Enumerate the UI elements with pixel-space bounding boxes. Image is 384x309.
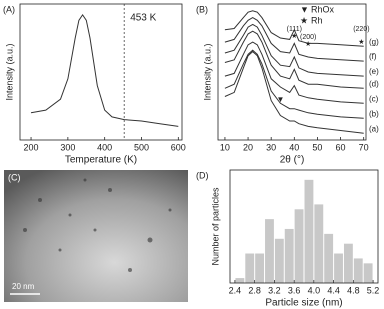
series-label: (e) <box>369 67 379 76</box>
histogram-bar <box>334 253 343 283</box>
x-tick-label: 5.2 <box>367 285 380 295</box>
x-tick-label: 30 <box>266 142 276 152</box>
histogram-bar <box>304 179 314 283</box>
reference-label: 453 K <box>130 13 156 24</box>
histogram-bar <box>314 204 324 283</box>
series-label: (c) <box>369 94 379 103</box>
y-axis-label: Intensity (a.u.) <box>202 43 212 100</box>
x-tick-label: 70 <box>359 142 369 152</box>
series-label: (a) <box>369 124 379 133</box>
x-tick-label: 4.0 <box>308 285 321 295</box>
x-axis-label: 2θ (°) <box>280 155 305 166</box>
x-tick-label: 60 <box>336 142 346 152</box>
peak-marker: ★ <box>358 38 364 46</box>
x-tick-label: 2.8 <box>248 285 261 295</box>
panel-label: (B) <box>196 4 208 14</box>
y-axis-label: Number of particles <box>210 187 220 266</box>
peak-marker: ★ <box>305 40 311 48</box>
panel-label: (C) <box>8 172 21 182</box>
panel-label: (A) <box>3 4 15 14</box>
x-tick-label: 3.2 <box>268 285 281 295</box>
x-tick-label: 4.4 <box>327 285 340 295</box>
series-label: (g) <box>369 37 379 46</box>
scale-bar-label: 20 nm <box>12 282 35 291</box>
x-tick-label: 600 <box>171 142 186 152</box>
histogram-bar <box>274 238 284 283</box>
data-line <box>224 23 364 77</box>
x-axis-label: Particle size (nm) <box>265 298 342 309</box>
x-tick-label: 2.4 <box>229 285 242 295</box>
series-label: (f) <box>369 52 377 61</box>
x-tick-label: 50 <box>312 142 322 152</box>
legend-label: RhOx <box>311 4 335 14</box>
peak-label: (200) <box>300 34 316 41</box>
data-line <box>224 30 364 89</box>
x-tick-label: 10 <box>220 142 230 152</box>
y-axis-label: Intensity (a.u.) <box>4 43 14 100</box>
x-tick-label: 200 <box>24 142 39 152</box>
series-label: (d) <box>369 79 379 88</box>
plot-frame <box>217 3 367 141</box>
data-line <box>224 10 364 47</box>
histogram-bar <box>324 233 334 283</box>
data-line <box>224 49 364 119</box>
legend-label: Rh <box>311 15 323 25</box>
panel-label: (D) <box>196 170 209 180</box>
histogram-bar <box>235 278 245 283</box>
data-line <box>224 41 364 104</box>
x-tick-label: 4.8 <box>347 285 360 295</box>
x-tick-label: 20 <box>243 142 253 152</box>
tem-image <box>4 170 188 302</box>
histogram-bar <box>245 253 255 283</box>
tem-particles <box>23 178 172 272</box>
x-axis-label: Temperature (K) <box>65 155 137 166</box>
plot-frame <box>19 3 183 141</box>
histogram-bar <box>284 228 294 283</box>
histogram-bar <box>363 263 373 283</box>
series-label: (b) <box>369 109 379 118</box>
histogram-bar <box>255 253 265 283</box>
histogram-bar <box>353 258 363 283</box>
x-tick-label: 40 <box>289 142 299 152</box>
plot-frame <box>229 169 379 284</box>
peak-label: (220) <box>353 26 369 33</box>
peak-label: (111) <box>287 26 302 33</box>
data-line <box>30 14 179 127</box>
x-tick-label: 400 <box>97 142 112 152</box>
legend-symbol: ★ <box>300 15 308 25</box>
rhox-marker: ▼ <box>276 95 284 104</box>
x-tick-label: 300 <box>60 142 75 152</box>
histogram-bar <box>265 219 274 283</box>
data-line <box>224 17 364 62</box>
peak-marker: ★ <box>291 32 297 40</box>
x-tick-label: 500 <box>134 142 149 152</box>
x-tick-label: 3.6 <box>288 285 301 295</box>
legend-symbol: ▼ <box>300 4 309 14</box>
histogram-bar <box>343 243 353 283</box>
histogram-bar <box>294 209 304 283</box>
data-line <box>224 50 364 134</box>
